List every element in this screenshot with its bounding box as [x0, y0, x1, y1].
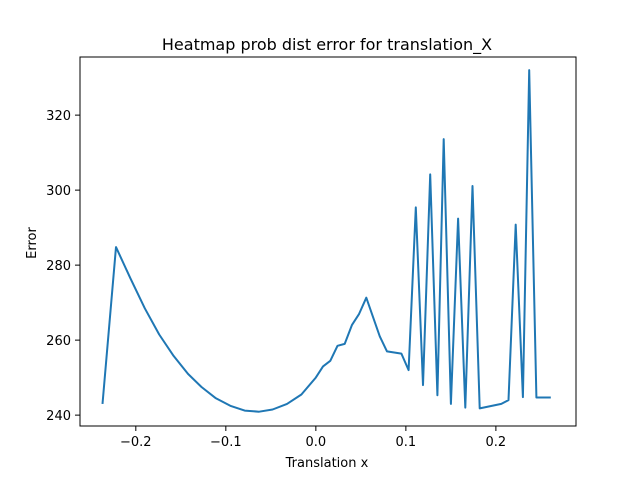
x-tick-label: −0.2 — [120, 435, 152, 450]
series-line — [101, 69, 551, 413]
x-tick-label: 0.1 — [396, 435, 417, 450]
x-tick-label: 0.2 — [486, 435, 507, 450]
plot-frame — [79, 56, 577, 427]
y-tick-label: 300 — [46, 184, 71, 199]
y-tick-label: 320 — [46, 109, 71, 124]
y-tick-label: 260 — [46, 334, 71, 349]
x-axis: −0.2 −0.1 0.0 0.1 0.2 — [120, 426, 506, 450]
y-axis: 240 260 280 300 320 — [46, 109, 80, 424]
y-tick-label: 280 — [46, 259, 71, 274]
y-tick-label: 240 — [46, 409, 71, 424]
plot-area — [101, 69, 551, 413]
x-tick-label: 0.0 — [306, 435, 327, 450]
y-axis-label: Error — [25, 227, 40, 259]
x-tick-label: −0.1 — [210, 435, 242, 450]
x-axis-label: Translation x — [285, 456, 369, 471]
chart-title: Heatmap prob dist error for translation_… — [162, 35, 492, 55]
